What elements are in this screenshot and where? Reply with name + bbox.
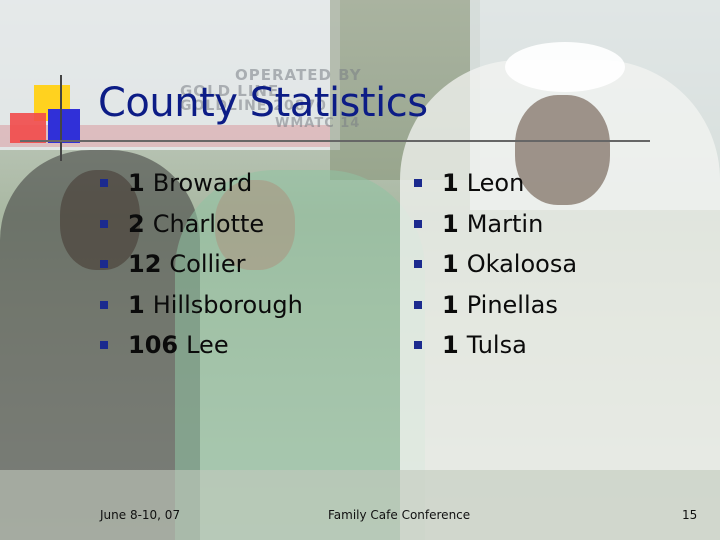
title-underline (20, 140, 650, 142)
bus-text-wmatc: WMATC 14 (275, 116, 361, 131)
county-name: Hillsborough (152, 290, 303, 319)
footer-date: June 8-10, 07 (100, 508, 181, 522)
county-name: Okaloosa (466, 250, 578, 279)
square-bullet-icon (100, 341, 108, 350)
county-count: 1 (442, 250, 459, 279)
square-bullet-icon (100, 300, 108, 309)
county-count: 1 (442, 290, 459, 319)
county-name: Tulsa (466, 331, 527, 360)
list-item: 1 Okaloosa (414, 244, 577, 285)
bus-text-goldline: GOLD LINE (180, 82, 280, 100)
county-count: 2 (128, 209, 145, 238)
county-count: 1 (128, 290, 145, 319)
county-list-right: 1 Leon 1 Martin 1 Okaloosa 1 Pinellas 1 Tulsa (414, 163, 577, 366)
county-name: Broward (152, 169, 253, 198)
list-item: 1 Hillsborough (100, 285, 303, 326)
footer-conference: Family Cafe Conference (328, 508, 471, 522)
ground-shape (0, 470, 720, 540)
list-item: 1 Martin (414, 204, 577, 245)
bus-text-operated: OPERATED BY (235, 66, 362, 84)
blue-square (48, 109, 80, 143)
county-count: 1 (442, 331, 459, 360)
list-item: 106 Lee (100, 325, 303, 366)
county-list-left: 1 Broward 2 Charlotte 12 Collier 1 Hillsboro… (100, 163, 303, 366)
square-bullet-icon (100, 260, 108, 269)
square-bullet-icon (100, 219, 108, 228)
slide-title: County Statistics (98, 80, 428, 126)
list-item: 2 Charlotte (100, 204, 303, 245)
county-name: Leon (466, 169, 525, 198)
county-count: 1 (442, 169, 459, 198)
square-bullet-icon (100, 179, 108, 188)
list-item: 1 Broward (100, 163, 303, 204)
list-item: 1 Tulsa (414, 325, 577, 366)
county-count: 106 (128, 331, 179, 360)
bus-text-number: GOLDLINE 20870 (180, 98, 327, 114)
county-name: Charlotte (152, 209, 265, 238)
page-number: 15 (682, 508, 698, 522)
square-bullet-icon (414, 219, 422, 228)
decorative-squares-logo (10, 75, 120, 165)
sailor-cap-shape (505, 42, 625, 92)
county-count: 1 (128, 169, 145, 198)
logo-vertical-line (60, 75, 62, 161)
square-bullet-icon (414, 341, 422, 350)
county-name: Lee (186, 331, 229, 360)
county-name: Pinellas (466, 290, 558, 319)
county-count: 1 (442, 209, 459, 238)
red-square (10, 113, 46, 143)
list-item: 12 Collier (100, 244, 303, 285)
county-name: Collier (169, 250, 246, 279)
square-bullet-icon (414, 260, 422, 269)
sailor-face-shape (515, 95, 610, 205)
square-bullet-icon (414, 179, 422, 188)
list-item: 1 Pinellas (414, 285, 577, 326)
county-count: 12 (128, 250, 162, 279)
center-face-shape (215, 180, 295, 270)
county-name: Martin (466, 209, 544, 238)
square-bullet-icon (414, 300, 422, 309)
list-item: 1 Leon (414, 163, 577, 204)
